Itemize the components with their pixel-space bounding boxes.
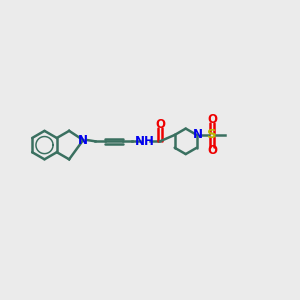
Text: N: N xyxy=(78,134,88,147)
Text: O: O xyxy=(207,144,217,157)
Text: S: S xyxy=(207,128,217,142)
Text: O: O xyxy=(155,118,165,131)
Text: O: O xyxy=(207,113,217,126)
Text: N: N xyxy=(193,128,203,142)
Text: NH: NH xyxy=(135,135,155,148)
